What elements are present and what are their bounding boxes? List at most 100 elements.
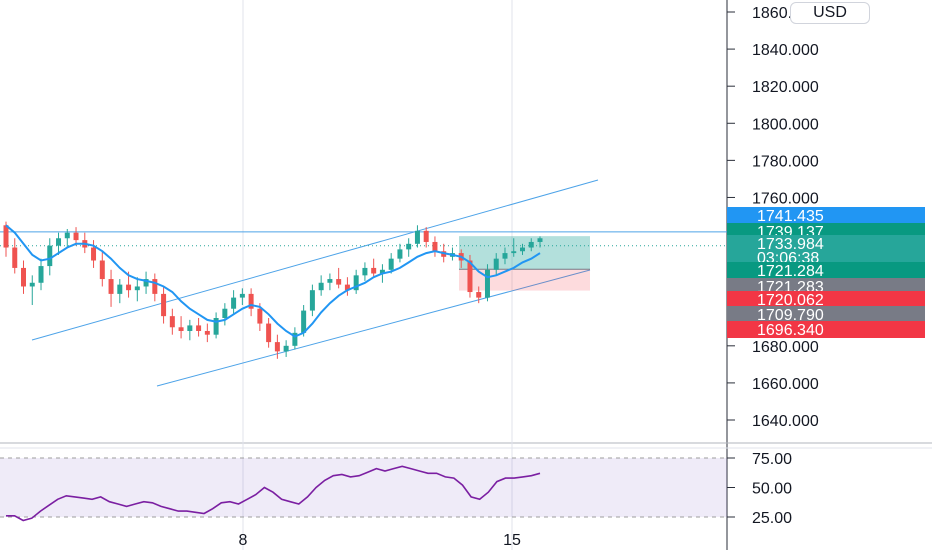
- rsi-tick-label: 50.00: [752, 481, 792, 498]
- price-tick-label: 1660.000: [752, 376, 819, 393]
- price-badge-label: 1741.435: [757, 208, 824, 225]
- candle-body: [73, 232, 79, 241]
- candle-body: [231, 297, 237, 309]
- candle-body: [353, 275, 359, 291]
- price-tick-label: 1640.000: [752, 413, 819, 430]
- currency-label: USD: [813, 4, 847, 21]
- candle-body: [239, 293, 245, 298]
- candle-body: [196, 325, 202, 331]
- candle-body: [3, 225, 9, 248]
- candle-body: [528, 241, 534, 248]
- candle-body: [126, 284, 132, 291]
- price-tick-label: 1760.000: [752, 190, 819, 207]
- candle-body: [406, 243, 412, 250]
- candle-body: [108, 279, 114, 294]
- price-badge-label: 1720.062: [757, 292, 824, 309]
- price-badge-label: 1709.790: [757, 307, 824, 324]
- candle-body: [476, 292, 482, 298]
- candle-body: [222, 308, 228, 318]
- candle-body: [414, 230, 420, 244]
- candle-body: [266, 323, 272, 343]
- candle-body: [178, 327, 184, 331]
- candle-body: [169, 316, 175, 328]
- candle-body: [204, 330, 210, 335]
- candle-body: [292, 332, 298, 346]
- price-badges: 1741.4351739.1371733.98403:06:381721.284…: [727, 207, 925, 339]
- rsi-line: [6, 465, 541, 522]
- price-tick-label: 1780.000: [752, 153, 819, 170]
- candle-body: [519, 247, 525, 252]
- candle-body: [484, 269, 490, 298]
- price-badge-label: 1696.340: [757, 322, 824, 339]
- price-tick-label: 1800.000: [752, 116, 819, 133]
- candle-body: [56, 238, 62, 246]
- candle-body: [327, 279, 333, 283]
- price-badge: [727, 235, 925, 252]
- candle-body: [134, 286, 140, 291]
- candle-body: [187, 325, 193, 331]
- candle-body: [21, 267, 27, 287]
- candle-body: [432, 241, 438, 252]
- stop-zone: [459, 269, 590, 291]
- candle-body: [38, 266, 44, 283]
- time-axis: 8 15: [239, 532, 521, 549]
- drawings: [0, 179, 727, 387]
- candle-body: [362, 267, 368, 276]
- candle-body: [309, 290, 315, 311]
- price-badge: [727, 291, 925, 308]
- candle-body: [388, 258, 394, 270]
- currency-button[interactable]: USD: [790, 2, 870, 24]
- rsi-tick-label: 75.00: [752, 451, 792, 468]
- candle-body: [257, 308, 263, 324]
- rsi-band: [0, 458, 727, 517]
- candle-body: [47, 245, 53, 267]
- candle-body: [397, 249, 403, 259]
- candle-body: [12, 247, 18, 268]
- price-tick-label: 1680.000: [752, 339, 819, 356]
- candles: [3, 221, 543, 359]
- candle-body: [213, 318, 219, 335]
- candle-body: [91, 247, 97, 261]
- candle-body: [143, 279, 149, 287]
- price-badge: [727, 278, 925, 295]
- price-badge: [727, 207, 925, 224]
- time-tick-label: 8: [239, 532, 248, 549]
- time-tick-label: 15: [503, 532, 521, 549]
- candle-body: [336, 279, 342, 285]
- candle-body: [344, 284, 350, 291]
- candle-body: [29, 282, 35, 287]
- candle-body: [467, 260, 473, 293]
- candle-body: [283, 345, 289, 352]
- rsi-pane: 75.00 50.00 25.00: [0, 451, 792, 527]
- price-badge: [727, 306, 925, 323]
- price-badge: [727, 249, 925, 266]
- moving-average-line: [5, 224, 541, 338]
- candle-body: [502, 253, 508, 259]
- price-tick-label: 1840.000: [752, 42, 819, 59]
- candle-body: [537, 238, 543, 242]
- candle-body: [274, 342, 280, 352]
- price-badge-label: 1733.984: [757, 236, 824, 253]
- candle-body: [64, 232, 70, 239]
- price-badge: [727, 321, 925, 338]
- channel-upper: [31, 179, 599, 341]
- candle-body: [161, 293, 167, 317]
- price-badge-label: 1721.284: [757, 263, 824, 280]
- price-tick-label: 1820.000: [752, 79, 819, 96]
- profit-zone: [459, 236, 590, 270]
- rsi-tick-label: 25.00: [752, 510, 792, 527]
- candle-body: [511, 251, 517, 254]
- candle-body: [318, 282, 324, 291]
- candle-body: [99, 260, 105, 280]
- candle-body: [152, 279, 158, 294]
- candle-body: [371, 267, 377, 274]
- channel-lower: [156, 269, 591, 387]
- price-badge: [727, 262, 925, 279]
- candle-body: [493, 258, 499, 270]
- candle-body: [379, 269, 385, 274]
- candle-body: [248, 293, 254, 309]
- candle-body: [117, 284, 123, 294]
- candle-body: [423, 230, 429, 242]
